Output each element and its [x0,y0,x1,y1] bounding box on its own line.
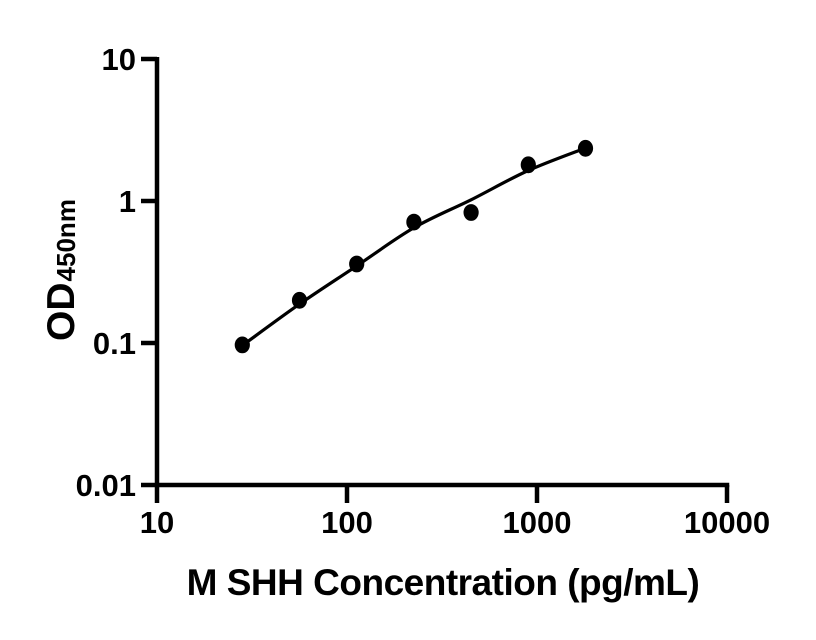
x-axis-title: M SHH Concentration (pg/mL) [186,562,700,603]
data-point [463,204,479,221]
data-point [291,291,308,309]
data-point [577,139,594,157]
data-point [520,156,536,174]
y-axis-title-main: OD [40,282,83,341]
data-point [349,255,365,273]
x-tick-label: 1000 [503,505,572,540]
fit-curve [240,146,588,348]
y-tick-label: 0.1 [93,326,136,361]
x-tick-label: 10000 [684,505,770,540]
data-point [406,213,422,231]
y-tick-label: 0.01 [76,468,136,503]
y-tick-label: 1 [119,184,136,219]
y-axis-title: OD 450nm [40,199,84,341]
x-tick-label: 10 [140,505,174,540]
y-axis-title-subscript: 450nm [51,199,81,282]
data-point [234,336,250,354]
y-tick-label: 10 [102,42,136,77]
x-tick-label: 100 [321,505,373,540]
